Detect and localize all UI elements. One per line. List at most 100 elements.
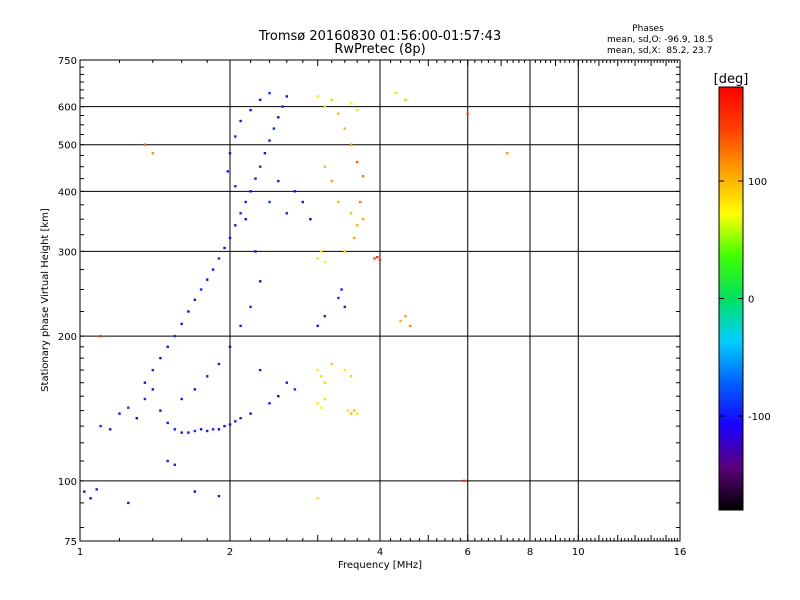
data-point-o <box>293 388 297 391</box>
x-tick-label: 10 <box>572 547 585 558</box>
data-point-o <box>249 305 252 309</box>
x-tick-label: 8 <box>527 547 533 558</box>
legend-line-x: mean, sd,X: 85.2, 23.7 <box>607 46 712 56</box>
data-point-o <box>180 322 183 326</box>
data-point-o <box>277 116 280 119</box>
data-point-o <box>244 200 247 204</box>
data-point-o <box>166 459 169 463</box>
data-point-o <box>127 501 130 505</box>
y-tick-label: 200 <box>58 332 77 343</box>
y-tick-label: 300 <box>58 247 77 258</box>
data-point-o <box>234 224 237 227</box>
data-point-o <box>239 212 242 215</box>
data-point-o <box>187 431 190 434</box>
data-point-o <box>239 119 242 123</box>
data-point-o <box>199 428 203 431</box>
data-point-o <box>259 280 262 283</box>
data-point-o <box>259 98 262 101</box>
data-point-o <box>109 428 112 431</box>
data-point-x <box>356 412 359 415</box>
data-point-o <box>211 428 215 431</box>
data-point-o <box>135 417 138 420</box>
data-point-o <box>244 218 247 221</box>
data-point-o <box>159 356 162 360</box>
data-point-x <box>409 324 412 328</box>
data-point-o <box>89 497 92 500</box>
data-point-o <box>166 345 169 348</box>
chart-title: Tromsø 20160830 01:56:00-01:57:43 <box>258 29 501 44</box>
data-point-x <box>323 260 326 264</box>
data-point-o <box>99 424 102 428</box>
data-point-x <box>378 258 382 262</box>
data-point-x <box>349 412 353 415</box>
data-point-x <box>399 319 402 323</box>
x-tick-label: 16 <box>674 547 687 558</box>
data-point-x <box>323 105 326 108</box>
data-point-o <box>173 463 176 466</box>
data-point-x <box>361 218 365 221</box>
data-point-x <box>337 112 340 115</box>
data-point-x <box>462 479 466 483</box>
data-point-o <box>268 139 271 142</box>
data-point-x <box>323 165 326 168</box>
y-axis-label: Stationary phase Virtual Height [km] <box>40 208 51 392</box>
data-point-o <box>234 185 237 188</box>
colorbar-tick-label: 0 <box>748 295 754 306</box>
data-point-x <box>337 200 340 204</box>
data-point-o <box>263 152 267 155</box>
data-point-x <box>356 108 359 112</box>
data-point-x <box>466 112 469 115</box>
data-point-x <box>316 368 319 372</box>
data-point-x <box>373 257 376 260</box>
chart-subtitle: RwPretec (8p) <box>334 42 425 57</box>
data-point-o <box>277 395 280 398</box>
data-point-o <box>228 236 232 240</box>
data-point-x <box>323 397 326 401</box>
data-point-o <box>180 397 183 401</box>
y-tick-label: 100 <box>58 477 77 488</box>
data-point-o <box>217 494 221 498</box>
data-point-o <box>193 298 196 301</box>
data-point-x <box>316 95 319 98</box>
data-point-x <box>353 409 356 412</box>
data-points <box>83 91 509 505</box>
data-point-o <box>193 490 196 493</box>
colorbar-ticks: -100 0 100 <box>719 177 771 423</box>
data-point-x <box>359 200 362 204</box>
data-point-o <box>259 368 262 372</box>
data-point-x <box>320 375 323 378</box>
data-point-o <box>285 381 288 384</box>
y-tick-label: 600 <box>58 103 77 114</box>
grid-lines <box>80 60 680 541</box>
data-point-o <box>173 428 176 431</box>
legend-line-o: mean, sd,O: -96.9, 18.5 <box>607 35 713 45</box>
data-point-o <box>83 490 86 493</box>
data-point-o <box>293 190 297 193</box>
data-point-o <box>127 406 130 409</box>
x-axis-label: Frequency [MHz] <box>338 560 422 571</box>
data-point-x <box>404 315 407 318</box>
data-point-o <box>228 345 232 348</box>
data-point-x <box>151 152 154 155</box>
data-point-o <box>217 428 221 431</box>
data-point-o <box>343 305 346 309</box>
legend-title: Phases <box>632 24 664 34</box>
data-point-o <box>277 179 280 183</box>
data-point-o <box>254 250 257 253</box>
data-point-x <box>143 143 147 146</box>
x-tick-label: 1 <box>77 547 83 558</box>
data-point-o <box>281 105 284 108</box>
y-tick-label: 75 <box>64 537 77 548</box>
colorbar-tick-label: -100 <box>748 412 771 423</box>
data-point-o <box>187 310 190 313</box>
data-point-o <box>234 135 237 138</box>
data-point-x <box>349 375 353 378</box>
data-point-x <box>394 91 397 95</box>
data-point-o <box>206 429 209 433</box>
x-tick-label: 6 <box>465 547 471 558</box>
data-point-x <box>343 250 346 253</box>
data-point-o <box>340 288 343 291</box>
data-point-o <box>173 334 176 338</box>
data-point-o <box>249 108 252 112</box>
data-point-x <box>349 143 353 146</box>
